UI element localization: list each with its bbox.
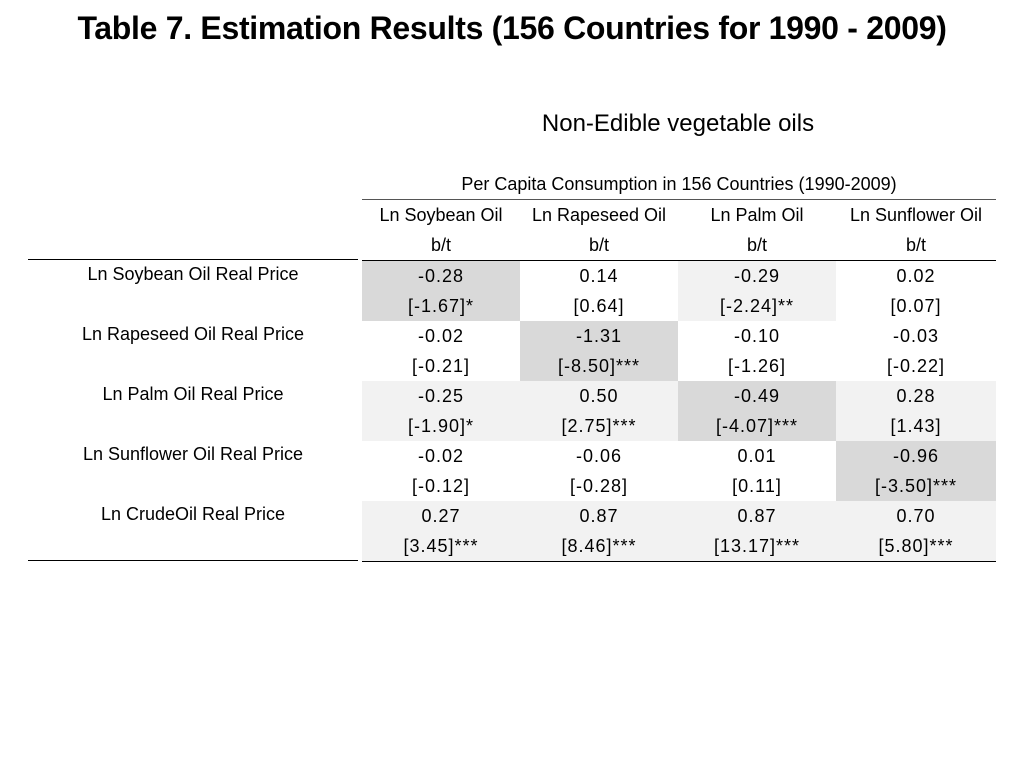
tstat-cell: [8.46]*** <box>520 531 678 562</box>
column-header-row: Ln Soybean Oil Ln Rapeseed Oil Ln Palm O… <box>362 200 996 231</box>
group-title: Non-Edible vegetable oils <box>541 110 815 137</box>
tstat-row: [-1.67]* [0.64] [-2.24]** [0.07] <box>362 291 997 321</box>
coefficient-row: -0.25 0.50 -0.49 0.28 <box>362 381 997 411</box>
tstat-row: [3.45]*** [8.46]*** [13.17]*** [5.80]*** <box>362 531 997 562</box>
tstat-cell: [-1.26] <box>678 351 836 381</box>
coefficient-cell: 0.70 <box>836 501 997 531</box>
tstat-cell: [3.45]*** <box>362 531 520 562</box>
slide-title: Table 7. Estimation Results (156 Countri… <box>77 10 947 46</box>
coefficient-cell: -0.02 <box>362 441 520 471</box>
coefficient-cell: 0.14 <box>520 260 678 291</box>
coefficient-cell: 0.02 <box>836 260 997 291</box>
column-subheader: b/t <box>678 230 836 261</box>
coefficient-cell: 0.87 <box>520 501 678 531</box>
column-subheader: b/t <box>836 230 997 261</box>
tstat-cell: [-2.24]** <box>678 291 836 321</box>
estimation-table: Per Capita Consumption in 156 Countries … <box>362 170 997 562</box>
coefficient-cell: 0.87 <box>678 501 836 531</box>
tstat-cell: [13.17]*** <box>678 531 836 562</box>
tstat-cell: [-4.07]*** <box>678 411 836 441</box>
coefficient-cell: -0.10 <box>678 321 836 351</box>
coefficient-cell: -0.28 <box>362 260 520 291</box>
tstat-cell: [0.11] <box>678 471 836 501</box>
coefficient-cell: 0.01 <box>678 441 836 471</box>
coefficient-row: -0.28 0.14 -0.29 0.02 <box>362 260 997 291</box>
column-subheader: b/t <box>520 230 678 261</box>
row-label: Ln Rapeseed Oil Real Price <box>81 324 305 344</box>
table-body: -0.28 0.14 -0.29 0.02 [-1.67]* [0.64] [-2.24]*… <box>362 260 997 562</box>
row-label: Ln Sunflower Oil Real Price <box>82 444 304 464</box>
coefficient-cell: -0.02 <box>362 321 520 351</box>
coefficient-cell: -0.06 <box>520 441 678 471</box>
column-header: Ln Sunflower Oil <box>849 204 983 225</box>
coefficient-cell: 0.50 <box>520 381 678 411</box>
coefficient-cell: -0.49 <box>678 381 836 411</box>
row-label: Ln Soybean Oil Real Price <box>87 264 299 284</box>
tstat-row: [-0.12] [-0.28] [0.11] [-3.50]*** <box>362 471 997 501</box>
column-header: Ln Soybean Oil <box>379 204 503 225</box>
tstat-cell: [-0.21] <box>362 351 520 381</box>
tstat-cell: [5.80]*** <box>836 531 997 562</box>
tstat-cell: [-0.28] <box>520 471 678 501</box>
tstat-cell: [-1.67]* <box>362 291 520 321</box>
coefficient-row: -0.02 -0.06 0.01 -0.96 <box>362 441 997 471</box>
coefficient-cell: -0.96 <box>836 441 997 471</box>
coefficient-cell: -0.29 <box>678 260 836 291</box>
tstat-cell: [1.43] <box>836 411 997 441</box>
row-label-column: Ln Soybean Oil Real Price Ln Rapeseed Oi… <box>28 259 358 561</box>
table-caption: Per Capita Consumption in 156 Countries … <box>362 170 997 200</box>
coefficient-row: 0.27 0.87 0.87 0.70 <box>362 501 997 531</box>
coefficient-row: -0.02 -1.31 -0.10 -0.03 <box>362 321 997 351</box>
tstat-cell: [2.75]*** <box>520 411 678 441</box>
coefficient-cell: 0.27 <box>362 501 520 531</box>
coefficient-cell: -0.03 <box>836 321 997 351</box>
coefficient-cell: -1.31 <box>520 321 678 351</box>
tstat-cell: [0.07] <box>836 291 997 321</box>
column-subheader: b/t <box>362 230 520 261</box>
coefficient-cell: 0.28 <box>836 381 997 411</box>
column-subheader-row: b/t b/t b/t b/t <box>362 230 997 261</box>
tstat-cell: [0.64] <box>520 291 678 321</box>
column-header: Ln Rapeseed Oil <box>531 204 667 225</box>
tstat-cell: [-8.50]*** <box>520 351 678 381</box>
tstat-cell: [-1.90]* <box>362 411 520 441</box>
coefficient-cell: -0.25 <box>362 381 520 411</box>
tstat-cell: [-3.50]*** <box>836 471 997 501</box>
row-label: Ln Palm Oil Real Price <box>102 384 284 404</box>
tstat-cell: [-0.22] <box>836 351 997 381</box>
tstat-row: [-1.90]* [2.75]*** [-4.07]*** [1.43] <box>362 411 997 441</box>
row-label: Ln CrudeOil Real Price <box>100 504 286 524</box>
tstat-row: [-0.21] [-8.50]*** [-1.26] [-0.22] <box>362 351 997 381</box>
column-header: Ln Palm Oil <box>710 204 804 225</box>
tstat-cell: [-0.12] <box>362 471 520 501</box>
